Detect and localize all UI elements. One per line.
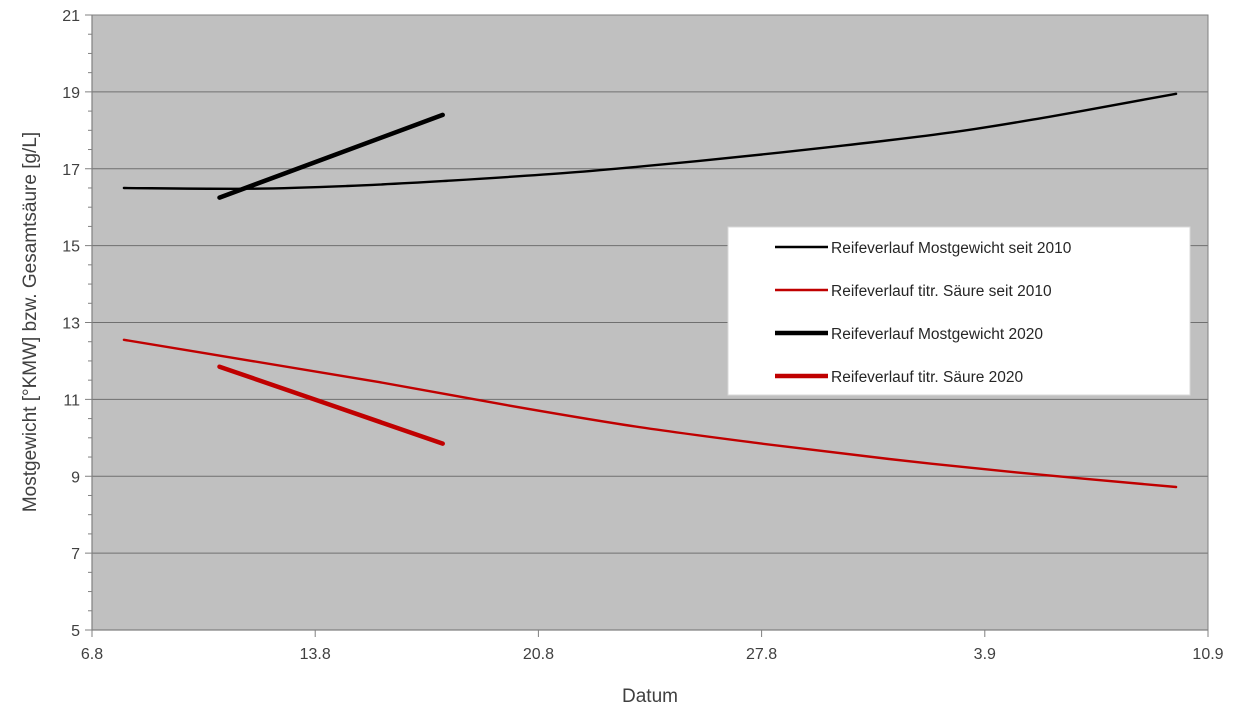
y-tick-label: 19 (62, 85, 80, 102)
x-tick-label: 27.8 (746, 646, 777, 663)
series-line-3 (217, 112, 445, 200)
y-tick-label: 7 (71, 546, 80, 563)
legend: Reifeverlauf Mostgewicht seit 2010 Reifev… (727, 226, 1191, 396)
y-tick-label: 13 (62, 316, 80, 333)
y-tick-labels: 5 7 9 11 13 15 17 19 21 (62, 8, 80, 640)
x-tick-label: 10.9 (1192, 646, 1223, 663)
y-tick-label: 15 (62, 239, 80, 256)
legend-label-2: Reifeverlauf titr. Säure seit 2010 (831, 283, 1052, 300)
legend-box (727, 226, 1191, 396)
x-tick-label: 20.8 (523, 646, 554, 663)
series-lines (122, 92, 1178, 489)
x-axis-title: Datum (622, 686, 678, 707)
legend-label-3: Reifeverlauf Mostgewicht 2020 (831, 326, 1043, 343)
y-tick-label: 9 (71, 469, 80, 486)
x-tick-labels: 6.8 13.8 20.8 27.8 3.9 10.9 (81, 646, 1224, 663)
x-tick-label: 13.8 (300, 646, 331, 663)
y-tick-label: 5 (71, 623, 80, 640)
y-tick-label: 11 (63, 392, 80, 409)
x-tick-label: 3.9 (974, 646, 996, 663)
series-line-1 (122, 92, 1178, 190)
series-line-4 (217, 364, 445, 446)
y-tick-label: 17 (62, 162, 80, 179)
x-tick-label: 6.8 (81, 646, 103, 663)
y-axis-title: Mostgewicht [°KMW] bzw. Gesamtsäure [g/L… (20, 132, 41, 512)
legend-label-1: Reifeverlauf Mostgewicht seit 2010 (831, 240, 1072, 257)
axes (85, 14, 1209, 637)
series-line-2 (122, 338, 1178, 489)
y-tick-label: 21 (62, 8, 80, 25)
legend-label-4: Reifeverlauf titr. Säure 2020 (831, 369, 1024, 386)
